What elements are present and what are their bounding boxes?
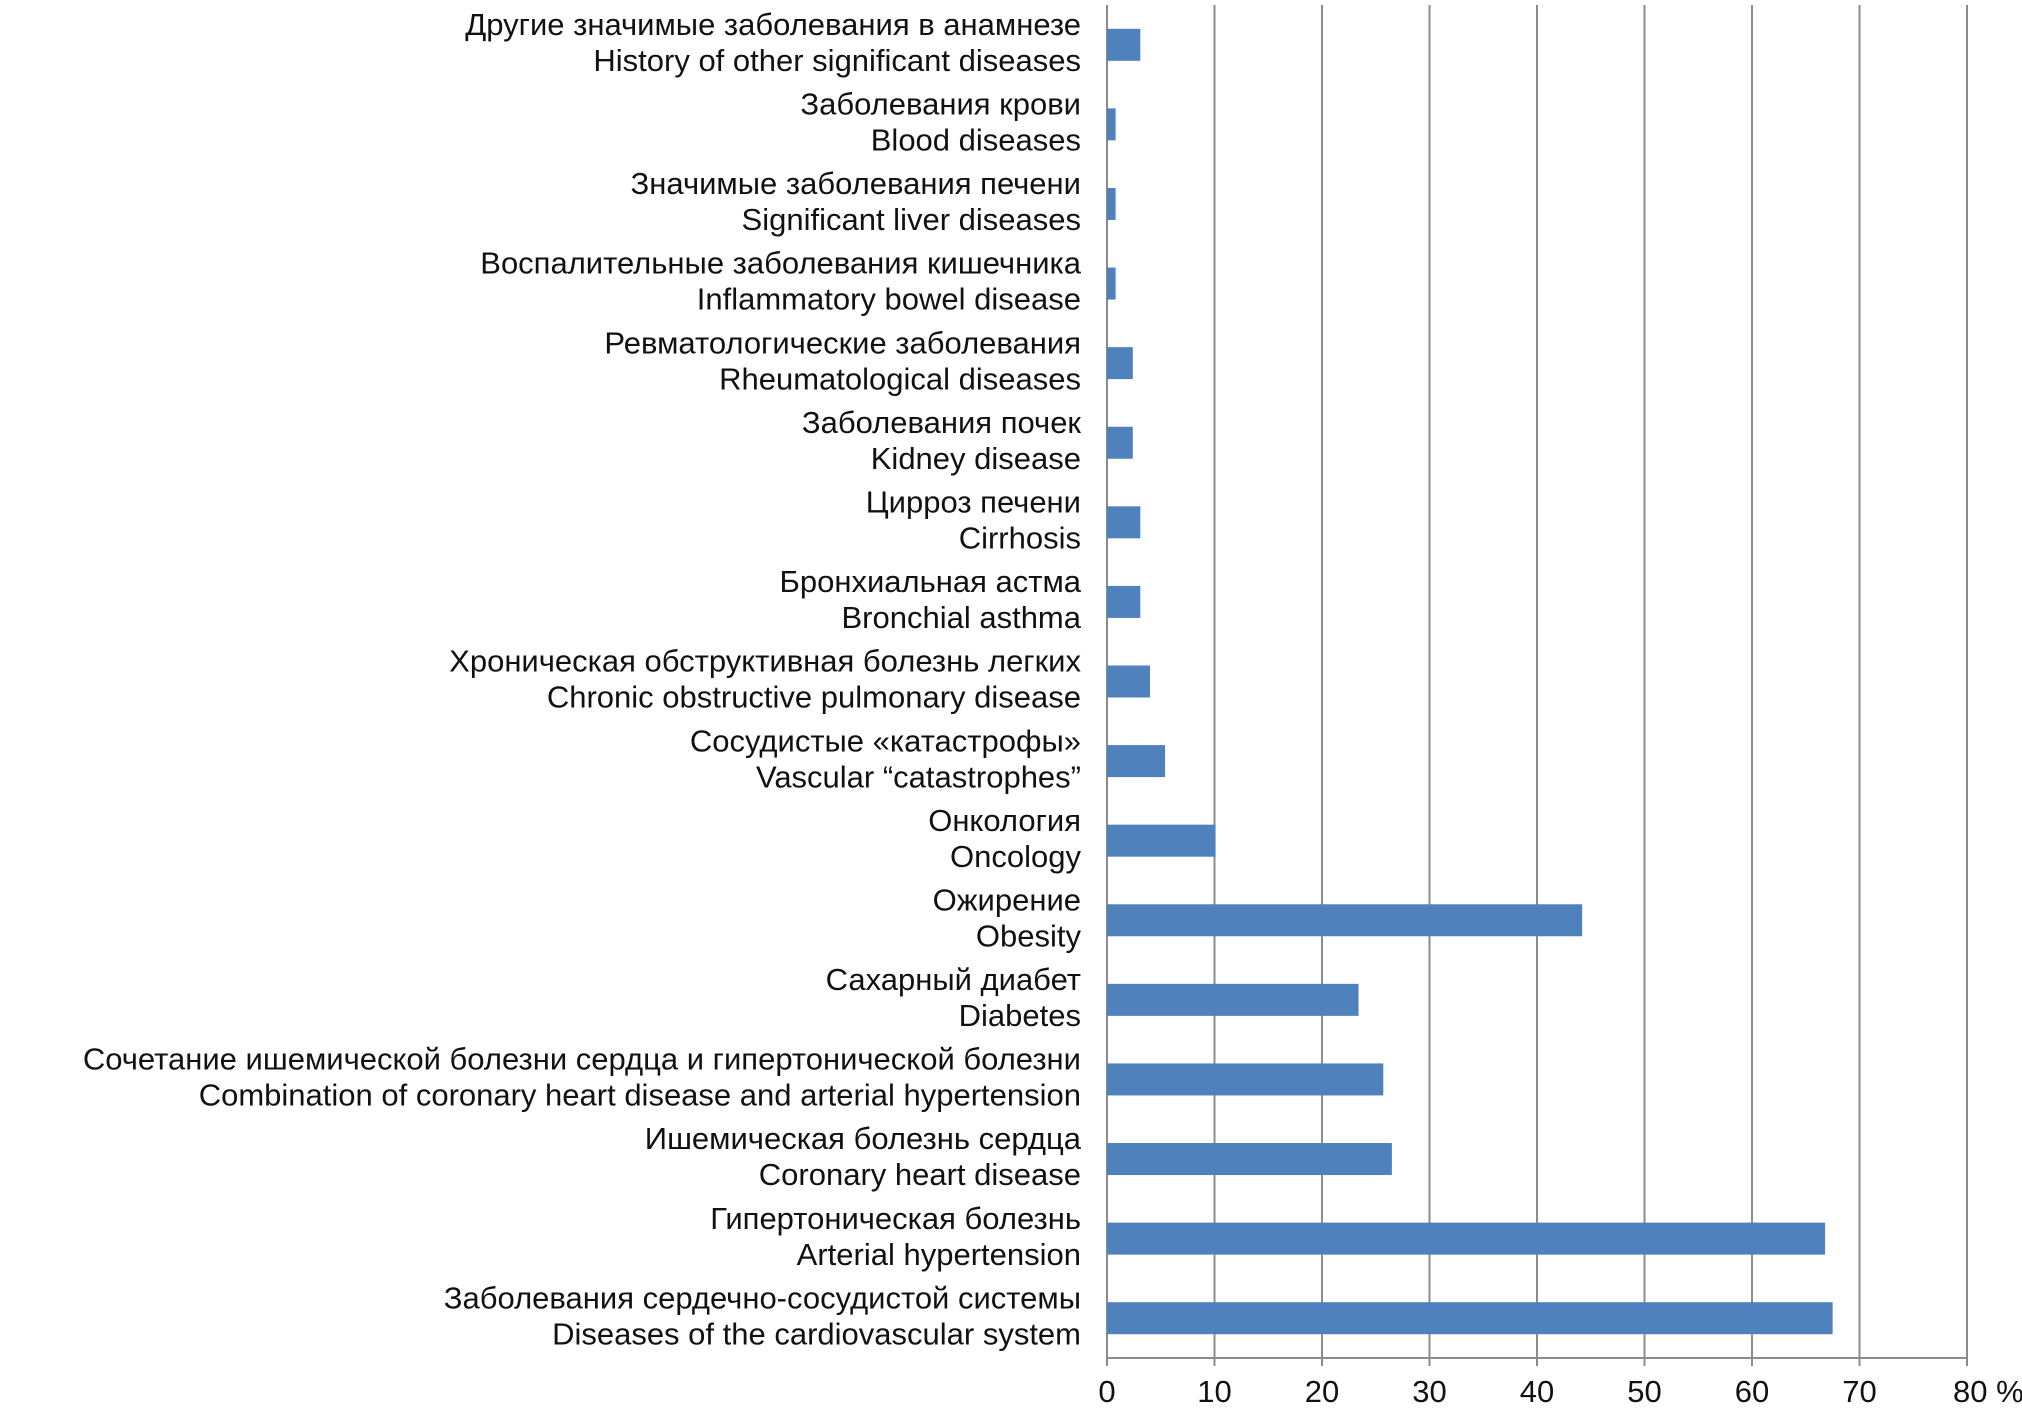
x-tick-label: 30 [1412, 1374, 1446, 1409]
category-label: Obesity [976, 918, 1082, 953]
bar [1107, 187, 1116, 220]
category-label: Coronary heart disease [759, 1157, 1081, 1192]
category-label: Inflammatory bowel disease [697, 282, 1081, 317]
category-label: Онкология [928, 803, 1081, 838]
category-label: Ишемическая болезнь сердца [645, 1121, 1082, 1156]
category-label: Significant liver diseases [742, 202, 1081, 237]
bar [1107, 267, 1116, 300]
bar [1107, 1222, 1826, 1255]
x-tick-label: 20 [1305, 1374, 1339, 1409]
category-label: Chronic obstructive pulmonary disease [547, 680, 1081, 715]
category-label: Kidney disease [871, 441, 1081, 476]
bar [1107, 1302, 1833, 1335]
bar [1107, 585, 1141, 618]
category-label: Сосудистые «катастрофы» [690, 723, 1081, 758]
bar [1107, 347, 1133, 380]
category-label: Ожирение [933, 882, 1081, 917]
bar [1107, 983, 1359, 1016]
category-label: Гипертоническая болезнь [710, 1201, 1081, 1236]
x-tick-label: 10 [1197, 1374, 1231, 1409]
category-label: Хроническая обструктивная болезнь легких [449, 644, 1081, 679]
category-label: Заболевания почек [802, 405, 1082, 440]
bar [1107, 1063, 1384, 1096]
bar [1107, 745, 1166, 778]
category-label: Заболевания сердечно-сосудистой системы [444, 1280, 1081, 1315]
x-tick-label: 60 [1735, 1374, 1769, 1409]
category-label: Ревматологические заболевания [604, 325, 1081, 360]
category-label: Другие значимые заболевания в анамнезе [465, 7, 1081, 42]
category-label: Combination of coronary heart disease an… [199, 1078, 1081, 1113]
category-label: Цирроз печени [866, 485, 1081, 520]
bar [1107, 904, 1583, 937]
category-label: Заболевания крови [800, 87, 1081, 122]
category-label: Rheumatological diseases [719, 361, 1081, 396]
category-label: Oncology [950, 839, 1081, 874]
category-label: Сочетание ишемической болезни сердца и г… [83, 1042, 1081, 1077]
bar [1107, 1143, 1392, 1176]
bar [1107, 426, 1133, 459]
x-tick-label: 40 [1520, 1374, 1554, 1409]
bar [1107, 665, 1150, 698]
category-label: Cirrhosis [959, 521, 1081, 556]
category-label: Сахарный диабет [826, 962, 1081, 997]
category-label: Значимые заболевания печени [631, 166, 1081, 201]
x-tick-label: 80 % [1953, 1374, 2022, 1409]
category-label: History of other significant diseases [593, 43, 1081, 78]
category-label: Diabetes [959, 998, 1081, 1033]
category-label: Arterial hypertension [797, 1237, 1081, 1272]
x-tick-label: 50 [1627, 1374, 1661, 1409]
bar [1107, 28, 1141, 61]
bar [1107, 824, 1216, 857]
category-label: Воспалительные заболевания кишечника [480, 246, 1081, 281]
bar [1107, 506, 1141, 539]
category-label: Vascular “catastrophes” [756, 759, 1081, 794]
bar [1107, 108, 1116, 141]
category-label: Бронхиальная астма [780, 564, 1082, 599]
category-label: Bronchial asthma [841, 600, 1081, 635]
category-label: Diseases of the cardiovascular system [552, 1316, 1081, 1351]
x-tick-label: 70 [1842, 1374, 1876, 1409]
x-tick-label: 0 [1098, 1374, 1115, 1409]
category-label: Blood diseases [871, 123, 1081, 158]
